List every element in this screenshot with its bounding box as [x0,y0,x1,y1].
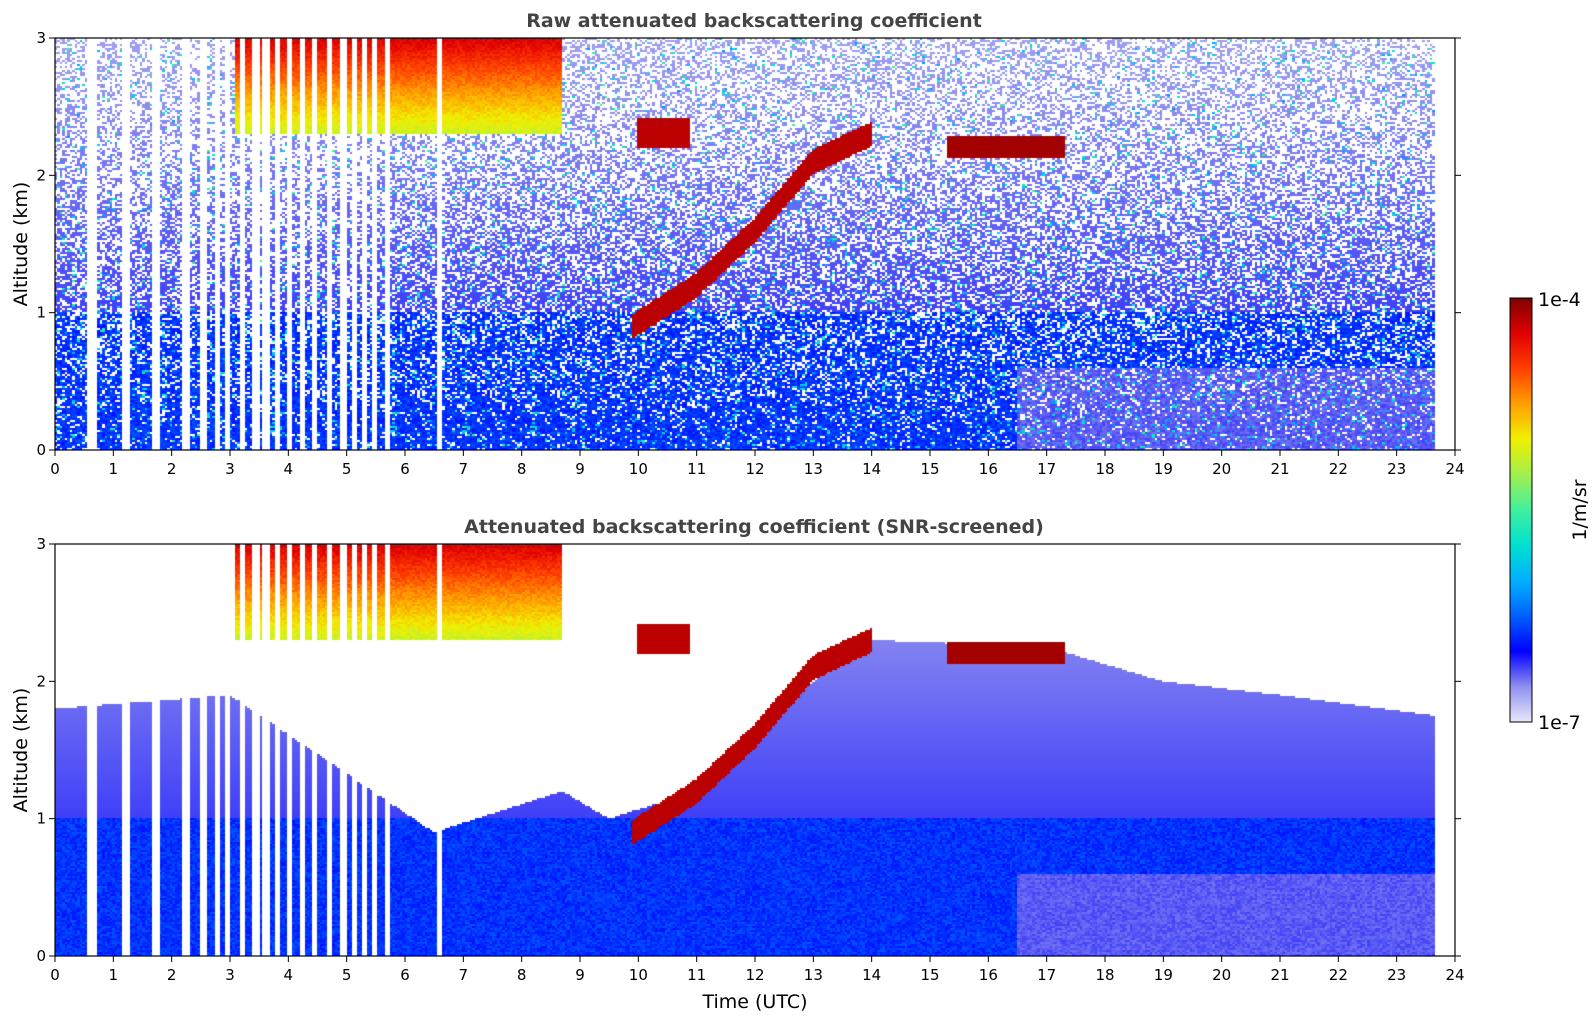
x-tick-label: 5 [342,460,352,478]
x-tick-label: 20 [1212,460,1231,478]
y-tick-label: 2 [36,166,46,184]
x-tick-label: 19 [1154,966,1173,984]
x-tick-label: 14 [862,966,881,984]
x-tick-label: 6 [400,460,410,478]
x-tick-label: 4 [284,966,294,984]
x-tick-label: 11 [687,460,706,478]
y-tick-label: 0 [36,441,46,459]
panel-screened: Attenuated backscattering coefficient (S… [10,516,1465,1013]
panel-raw-image [55,38,1455,450]
panel-screened-axes: 0 1 2 3 4 5 6 7 8 9 10 11 12 13 14 15 16 17 18 19 20 21 22 23 24… [36,535,1464,984]
x-tick-label: 4 [284,460,294,478]
x-tick-label: 7 [459,460,469,478]
x-tick-label: 17 [1037,460,1056,478]
x-tick-label: 19 [1154,460,1173,478]
x-tick-label: 5 [342,966,352,984]
x-tick-label: 20 [1212,966,1231,984]
x-tick-label: 9 [575,460,585,478]
x-tick-label: 0 [50,966,60,984]
x-tick-label: 21 [1270,966,1289,984]
x-tick-label: 0 [50,460,60,478]
colorbar-min-label: 1e-7 [1538,712,1581,734]
y-tick-label: 3 [36,29,46,47]
x-tick-label: 13 [804,460,823,478]
y-tick-label: 3 [36,535,46,553]
x-tick-label: 12 [745,966,764,984]
x-tick-label: 16 [979,460,998,478]
x-tick-label: 15 [920,966,939,984]
panel-screened-image [55,544,1455,956]
x-tick-label: 18 [1095,460,1114,478]
panel-raw: Raw attenuated backscattering coefficien… [10,10,1465,478]
panel-screened-title: Attenuated backscattering coefficient (S… [464,516,1044,538]
colorbar: 1e-4 1e-7 1/m/sr [1509,289,1591,734]
x-tick-label: 21 [1270,460,1289,478]
x-tick-label: 10 [629,966,648,984]
x-tick-label: 9 [575,966,585,984]
x-tick-label: 18 [1095,966,1114,984]
x-tick-label: 16 [979,966,998,984]
panel-screened-xlabel: Time (UTC) [701,991,807,1013]
x-tick-label: 22 [1329,460,1348,478]
panel-raw-title: Raw attenuated backscattering coefficien… [526,10,982,32]
panel-raw-ylabel: Altitude (km) [10,182,32,307]
x-tick-label: 15 [920,460,939,478]
heatmap-raster [55,544,1455,956]
x-tick-label: 14 [862,460,881,478]
y-tick-label: 0 [36,947,46,965]
x-tick-label: 11 [687,966,706,984]
colorbar-unit-label: 1/m/sr [1569,479,1591,540]
y-tick-label: 2 [36,672,46,690]
x-tick-label: 23 [1387,460,1406,478]
x-tick-label: 8 [517,460,527,478]
colorbar-max-label: 1e-4 [1538,289,1581,311]
x-tick-label: 24 [1445,966,1464,984]
x-tick-label: 8 [517,966,527,984]
colorbar-gradient [1509,297,1533,723]
x-tick-label: 12 [745,460,764,478]
x-tick-label: 10 [629,460,648,478]
x-tick-label: 2 [167,460,177,478]
x-tick-label: 24 [1445,460,1464,478]
y-tick-label: 1 [36,304,46,322]
heatmap-raster [55,38,1455,450]
panel-screened-ylabel: Altitude (km) [10,688,32,813]
x-tick-label: 1 [109,966,119,984]
x-tick-label: 3 [225,966,235,984]
x-tick-label: 2 [167,966,177,984]
y-tick-label: 1 [36,810,46,828]
x-tick-label: 1 [109,460,119,478]
x-tick-label: 7 [459,966,469,984]
x-tick-label: 23 [1387,966,1406,984]
x-tick-label: 22 [1329,966,1348,984]
x-tick-label: 3 [225,460,235,478]
x-tick-label: 6 [400,966,410,984]
panel-raw-axes: 0 1 2 3 4 5 6 7 8 9 10 11 12 13 14 15 16 17 18 19 20 21 22 23 24… [36,29,1464,478]
x-tick-label: 17 [1037,966,1056,984]
x-tick-label: 13 [804,966,823,984]
